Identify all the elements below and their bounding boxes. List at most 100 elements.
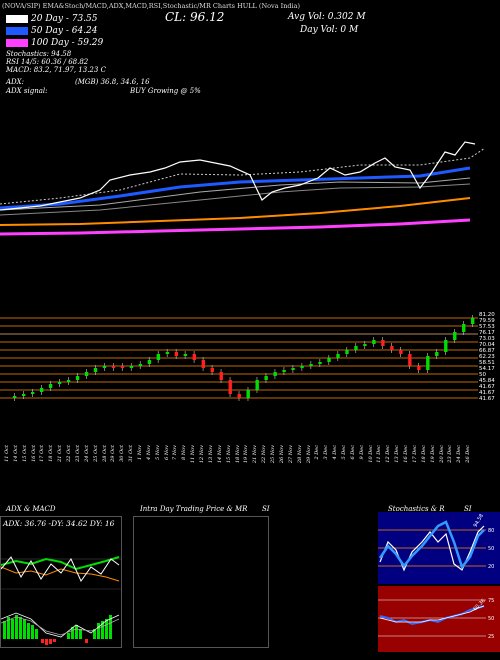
date-label: 17 Dec [411, 445, 418, 463]
ema-chart [0, 141, 486, 236]
date-label: 9 Dec [358, 445, 365, 460]
date-label: 29 Nov [305, 445, 312, 464]
date-label: 22 Nov [261, 445, 268, 464]
day-volume-label: Day Vol: 0 M [300, 25, 359, 35]
candle [273, 372, 277, 376]
candle [165, 352, 170, 354]
candle [192, 354, 197, 360]
date-label: 6 Dec [349, 445, 356, 460]
stochastics-title: Stochastics & R [388, 505, 445, 513]
avg-volume-label: Avg Vol: 0.302 M [288, 12, 366, 22]
level-label: 58.51 [479, 360, 495, 366]
candle [138, 364, 143, 366]
stoch-level-80: 80 [488, 528, 494, 534]
plus-di-value: DY: 16 [89, 519, 115, 528]
level-label: 41.67 [479, 390, 495, 396]
candle [210, 368, 214, 372]
date-label: 19 Nov [243, 445, 250, 464]
intraday-panel [133, 516, 269, 648]
candle [444, 340, 448, 352]
date-label: 15 Nov [225, 445, 232, 464]
candle [363, 344, 367, 346]
candle [390, 346, 394, 350]
adx-label: ADX: [6, 78, 25, 86]
date-label: 22 Oct [66, 445, 73, 462]
date-axis: 11 Oct 14 Oct 15 Oct 16 Oct 17 Oct 18 Oct 21 O… [4, 445, 474, 493]
candle [156, 354, 161, 360]
date-label: 24 Dec [456, 445, 463, 463]
candle [264, 376, 268, 380]
candle [255, 380, 259, 390]
candle [66, 380, 71, 382]
date-label: 5 Nov [154, 445, 161, 460]
date-label: 6 Nov [163, 445, 170, 460]
candle [408, 354, 412, 366]
date-label: 23 Dec [447, 445, 454, 463]
date-label: 27 Nov [287, 445, 294, 464]
chart-header: (NOVA/SIP) EMA&Stoch/MACD,ADX,MACD,RSI,S… [2, 2, 301, 10]
stochastics-title-suffix: SI [464, 505, 472, 513]
date-label: 12 Nov [199, 445, 206, 464]
candle [462, 324, 466, 332]
date-label: 13 Dec [394, 445, 401, 463]
candle [84, 372, 89, 376]
date-label: 28 Nov [296, 445, 303, 464]
date-label: 18 Dec [420, 445, 427, 463]
adx-signal-value: BUY Growing @ 5% [130, 87, 201, 95]
candle [399, 350, 403, 354]
date-label: 26 Dec [465, 445, 472, 463]
level-label: 76.17 [479, 330, 495, 336]
date-label: 18 Oct [48, 445, 55, 462]
candle [147, 360, 152, 364]
candle [75, 376, 80, 380]
date-label: 15 Oct [21, 445, 28, 462]
date-label: 26 Nov [278, 445, 285, 464]
adx-macd-title: ADX & MACD [6, 505, 56, 513]
level-label: 73.03 [479, 336, 495, 342]
adx-panel-value: ADX: 36.76 [3, 519, 47, 528]
ema-grey-line-2 [0, 177, 471, 211]
date-label: 23 Oct [74, 445, 81, 462]
minus-di-value: -DY: 34.62 [48, 519, 88, 528]
candle [183, 354, 188, 356]
price-level-labels: 81.20 79.59 57.53 76.17 73.03 70.04 66.8… [479, 312, 495, 402]
close-price-label: CL: 96.12 [165, 10, 225, 24]
intraday-title-suffix: SI [262, 505, 270, 513]
date-label: 21 Oct [57, 445, 64, 462]
rsi-level-25: 25 [488, 634, 494, 640]
candle [30, 392, 35, 394]
legend-ema100: 100 Day - 59.29 [6, 38, 103, 48]
date-label: 25 Nov [270, 445, 277, 464]
intraday-title: Intra Day Trading Price & MR [140, 505, 248, 513]
candle [102, 366, 107, 368]
candle [48, 384, 53, 388]
date-label: 24 Oct [83, 445, 90, 462]
candle [327, 358, 331, 362]
adx-signal-label: ADX signal: [6, 87, 48, 95]
candle [435, 352, 439, 356]
date-label: 14 Oct [12, 445, 19, 462]
date-label: 2 Dec [314, 445, 321, 460]
candle [318, 362, 322, 364]
rsi-panel: 75 50 25 60.36 [378, 586, 500, 652]
stochastics-panel: 80 50 20 94.58 [378, 512, 500, 584]
candle [300, 366, 304, 368]
rsi-stat: RSI 14/5: 60.36 / 68.82 [6, 58, 89, 66]
date-label: 14 Nov [216, 445, 223, 464]
date-label: 28 Oct [101, 445, 108, 462]
candle [309, 364, 313, 366]
level-lines [0, 317, 478, 399]
candle [39, 388, 44, 392]
level-label: 70.04 [479, 342, 495, 348]
ema50-line [0, 166, 471, 210]
candle [57, 382, 62, 384]
candle [228, 380, 232, 394]
ema100-line [0, 218, 471, 236]
candle [453, 332, 457, 340]
date-label: 4 Nov [145, 445, 152, 460]
level-label: 45.84 [479, 378, 495, 384]
rsi-graph: 75 50 25 60.36 [378, 598, 494, 640]
level-label: 41.67 [479, 384, 495, 390]
stochastics-stat: Stochastics: 94.58 [6, 50, 72, 58]
date-label: 20 Dec [438, 445, 445, 463]
